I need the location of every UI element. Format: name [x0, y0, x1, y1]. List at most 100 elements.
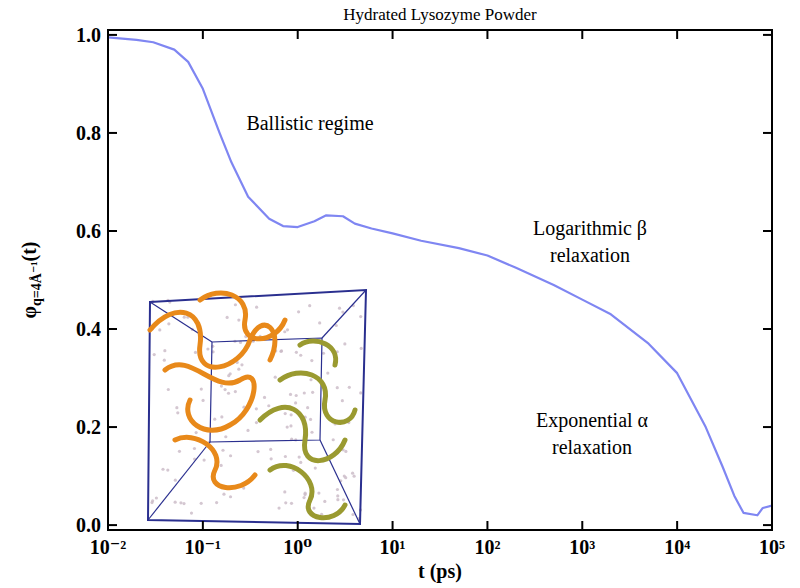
water-dot [224, 435, 227, 438]
water-dot [220, 385, 223, 388]
y-tick-label: 0.6 [76, 220, 101, 242]
water-dot [323, 500, 326, 503]
x-tick-label: 10³ [569, 536, 595, 558]
water-dot [351, 513, 354, 516]
water-dot [155, 496, 158, 499]
y-tick [763, 132, 772, 134]
water-dot [153, 353, 156, 356]
water-dot [359, 391, 362, 394]
water-dot [306, 406, 309, 409]
water-dot [298, 455, 301, 458]
x-tick [676, 30, 678, 39]
water-dot [201, 399, 204, 402]
water-dot [269, 448, 272, 451]
x-tick-label: 10⁵ [759, 536, 785, 558]
water-dot [311, 391, 314, 394]
water-dot [303, 493, 306, 496]
water-dot [200, 387, 203, 390]
water-dot [348, 386, 351, 389]
water-dot [221, 449, 224, 452]
water-dot [213, 418, 216, 421]
water-dot [255, 306, 258, 309]
water-dot [237, 318, 240, 321]
x-tick [581, 30, 583, 39]
water-dot [351, 472, 354, 475]
protein-ribbon [200, 293, 285, 339]
water-dot [297, 310, 300, 313]
water-dot [223, 388, 226, 391]
water-dot [343, 474, 346, 477]
water-dot [284, 412, 287, 415]
water-dot [220, 415, 223, 418]
water-dot [336, 498, 339, 501]
water-dot [183, 316, 186, 319]
water-dot [182, 502, 185, 505]
water-dot [279, 350, 282, 353]
x-tick [486, 521, 488, 530]
water-dot [302, 496, 305, 499]
x-tick-label: 10¹ [380, 536, 406, 558]
water-dot [289, 393, 292, 396]
plot-area [108, 37, 772, 515]
water-dot [336, 494, 339, 497]
x-tick-label: 10⁰ [283, 536, 312, 558]
water-dot [151, 499, 154, 502]
water-dot [299, 354, 302, 357]
water-dot [234, 390, 237, 393]
water-dot [295, 351, 298, 354]
water-dot [295, 394, 298, 397]
y-tick [108, 426, 117, 428]
x-tick [202, 521, 204, 530]
water-dot [283, 330, 286, 333]
water-dot [314, 466, 317, 469]
plot-frame [108, 30, 772, 530]
water-dot [227, 392, 230, 395]
x-tick [392, 30, 394, 39]
annotation: Exponential α [536, 409, 649, 432]
box-edge [322, 290, 366, 338]
protein-ribbon [165, 365, 254, 430]
annotation: relaxation [550, 244, 630, 266]
water-dot [163, 359, 166, 362]
water-dot [220, 464, 223, 467]
water-dot [332, 438, 335, 441]
x-tick [297, 30, 299, 39]
water-dot [284, 501, 287, 504]
water-dot [290, 413, 293, 416]
y-tick-label: 0.4 [76, 318, 101, 340]
water-dot [256, 450, 259, 453]
water-dot [175, 406, 178, 409]
protein-ribbon [270, 465, 345, 517]
protein-ribbon [260, 407, 345, 460]
water-dot [234, 303, 237, 306]
water-dot [309, 418, 312, 421]
water-dot [308, 304, 311, 307]
x-tick-label: 10⁻¹ [185, 536, 222, 558]
water-dot [263, 396, 266, 399]
y-tick [108, 34, 117, 36]
water-dot [167, 388, 170, 391]
water-dot [274, 376, 277, 379]
water-dot [255, 407, 258, 410]
water-dot [226, 316, 229, 319]
water-dot [310, 431, 313, 434]
protein-ribbon [175, 437, 255, 487]
y-tick [763, 34, 772, 36]
y-tick [108, 328, 117, 330]
title: Hydrated Lysozyme Powder [343, 5, 537, 24]
x-tick [676, 521, 678, 530]
water-dot [336, 386, 339, 389]
water-dot [229, 495, 232, 498]
y-tick [108, 230, 117, 232]
x-tick [297, 521, 299, 530]
water-dot [353, 475, 356, 478]
water-dot [342, 498, 345, 501]
inset-illustration [148, 290, 366, 524]
water-dot [317, 491, 320, 494]
water-dot [167, 322, 170, 325]
water-dot [294, 401, 297, 404]
annotation: Ballistic regime [246, 112, 373, 135]
water-dot [309, 378, 312, 381]
y-tick-label: 1.0 [76, 24, 101, 46]
water-dot [280, 349, 283, 352]
